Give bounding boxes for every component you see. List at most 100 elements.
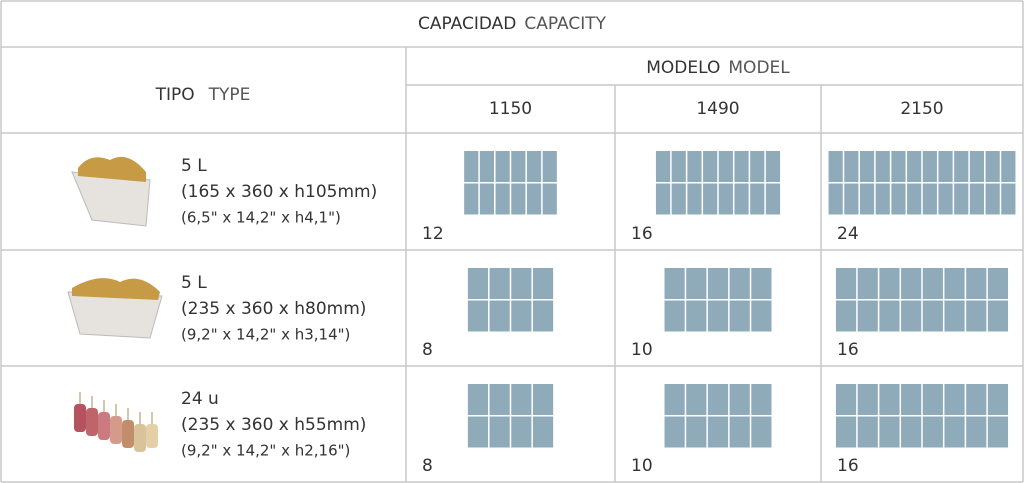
type-size-mm: (235 x 360 x h80mm) bbox=[181, 299, 366, 319]
pan-tile bbox=[664, 300, 685, 332]
pan-tile bbox=[969, 151, 985, 182]
pan-tile bbox=[966, 416, 987, 448]
pan-tile bbox=[511, 151, 526, 182]
pan-tile bbox=[922, 183, 937, 215]
pan-tile bbox=[857, 416, 878, 448]
pan-tile bbox=[857, 300, 878, 332]
pan-tile bbox=[489, 384, 510, 415]
pan-tile bbox=[686, 268, 707, 299]
pan-tile bbox=[987, 300, 1009, 332]
pan-tile bbox=[526, 183, 542, 215]
model-number: 2150 bbox=[900, 99, 943, 119]
pan-tile bbox=[511, 416, 532, 448]
pan-tile bbox=[467, 384, 489, 415]
pan-tile bbox=[467, 268, 489, 299]
pan-tile bbox=[729, 384, 750, 415]
pan-tile bbox=[511, 384, 532, 415]
pan-tile bbox=[835, 416, 857, 448]
pan-tile bbox=[857, 268, 878, 299]
type-label: 5 L bbox=[181, 273, 207, 293]
pan-tile bbox=[907, 183, 922, 215]
type-size-in: (6,5" x 14,2" x h4,1") bbox=[181, 209, 341, 227]
pan-tile bbox=[751, 300, 772, 332]
pan-tile bbox=[707, 384, 729, 415]
pan-tile bbox=[729, 268, 750, 299]
capacity-count: 8 bbox=[422, 340, 433, 360]
capacity-count: 10 bbox=[631, 340, 653, 360]
pan-tile bbox=[944, 300, 965, 332]
pan-tile bbox=[751, 416, 772, 448]
pan-tile bbox=[835, 268, 857, 299]
pan-tile bbox=[655, 151, 671, 182]
pan-tile bbox=[751, 268, 772, 299]
pan-tile bbox=[542, 183, 557, 215]
pan-tile bbox=[686, 384, 707, 415]
type-size-mm: (165 x 360 x h105mm) bbox=[181, 182, 377, 202]
capacity-count: 16 bbox=[631, 224, 653, 244]
pan-tile bbox=[985, 151, 1000, 182]
pan-tile bbox=[655, 183, 671, 215]
pan-tile bbox=[686, 416, 707, 448]
pan-tile bbox=[750, 183, 765, 215]
title-es: CAPACIDAD bbox=[418, 14, 516, 34]
pan-tile bbox=[664, 268, 685, 299]
pan-tile bbox=[859, 151, 875, 182]
pan-tile bbox=[526, 151, 542, 182]
model-es: MODELO bbox=[646, 58, 720, 78]
pan-tile bbox=[966, 384, 987, 415]
pan-tile bbox=[703, 183, 718, 215]
pan-tile bbox=[901, 384, 922, 415]
pan-tile bbox=[489, 416, 510, 448]
model-en: MODEL bbox=[728, 58, 790, 78]
pan-tile bbox=[664, 384, 685, 415]
pan-tile bbox=[954, 183, 969, 215]
pan-tile bbox=[1001, 151, 1016, 182]
pan-grid bbox=[467, 268, 554, 332]
capacity-count: 8 bbox=[422, 456, 433, 476]
pan-grid bbox=[655, 151, 781, 215]
pan-tile bbox=[479, 151, 495, 182]
pan-tile bbox=[707, 300, 729, 332]
pan-tile bbox=[875, 183, 890, 215]
pan-tile bbox=[489, 268, 510, 299]
pan-image bbox=[67, 278, 163, 339]
pan-grid bbox=[664, 268, 772, 332]
pan-tile bbox=[479, 183, 495, 215]
pan-tile bbox=[542, 151, 557, 182]
pan-tile bbox=[891, 151, 906, 182]
pan-tile bbox=[765, 183, 781, 215]
popsicle-image bbox=[74, 392, 158, 452]
pan-tile bbox=[901, 268, 922, 299]
title-en: CAPACITY bbox=[524, 14, 606, 34]
type-size-in: (9,2" x 14,2" x h2,16") bbox=[181, 442, 350, 460]
pan-tile bbox=[464, 151, 479, 182]
pan-tile bbox=[750, 151, 765, 182]
pan-tile bbox=[922, 268, 943, 299]
model-number: 1150 bbox=[489, 99, 532, 119]
pan-tile bbox=[944, 384, 965, 415]
pan-tile bbox=[966, 300, 987, 332]
pan-tile bbox=[495, 183, 510, 215]
pan-tile bbox=[859, 183, 875, 215]
capacity-count: 12 bbox=[422, 224, 444, 244]
type-en: TYPE bbox=[208, 85, 251, 105]
pan-tile bbox=[765, 151, 781, 182]
pan-grid bbox=[828, 151, 1016, 215]
pan-tile bbox=[718, 151, 733, 182]
type-label: 5 L bbox=[181, 156, 207, 176]
pan-tile bbox=[966, 268, 987, 299]
pan-tile bbox=[703, 151, 718, 182]
pan-tile bbox=[901, 416, 922, 448]
pan-tile bbox=[532, 416, 554, 448]
pan-tile bbox=[922, 416, 943, 448]
pan-tile bbox=[489, 300, 510, 332]
pan-tile bbox=[464, 183, 479, 215]
pan-tile bbox=[844, 183, 859, 215]
pan-tile bbox=[734, 183, 749, 215]
pan-grid bbox=[835, 384, 1009, 448]
table-title: CAPACIDAD CAPACITY bbox=[418, 14, 607, 34]
pan-tile bbox=[969, 183, 985, 215]
pan-tile bbox=[985, 183, 1000, 215]
pan-tile bbox=[835, 384, 857, 415]
